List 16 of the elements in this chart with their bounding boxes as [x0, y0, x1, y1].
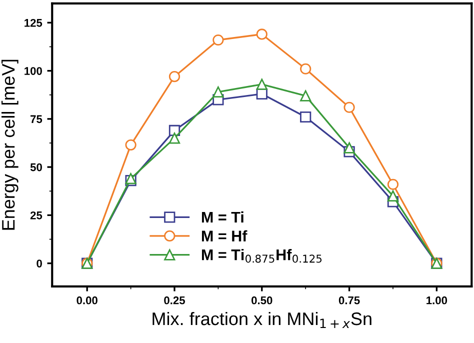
y-tick-label: 0 — [36, 260, 42, 268]
y-tick-label: 25 — [30, 211, 42, 220]
y-tick-label: 100 — [24, 67, 42, 75]
y-tick-label: 75 — [30, 115, 42, 124]
x-tick-label: 0.00 — [76, 296, 98, 304]
y-tick-label: 125 — [24, 18, 42, 27]
x-tick-label: 0.75 — [338, 296, 360, 304]
legend-label: M = Ti — [202, 211, 244, 222]
x-axis-title: Mix. fraction x in MNi$_{1+x}$Sn — [152, 312, 372, 328]
x-tick-label: 0.25 — [164, 296, 185, 304]
legend-label: M = Hf — [202, 230, 248, 242]
x-tick-label: 0.50 — [252, 296, 272, 304]
y-tick-label: 50 — [30, 163, 42, 172]
legend-label: M = Ti$_{0.875}$Hf$_{0.125}$ — [202, 248, 322, 263]
y-axis-title: Energy per cell [meV] — [1, 60, 18, 230]
x-tick-label: 1.00 — [426, 296, 448, 304]
